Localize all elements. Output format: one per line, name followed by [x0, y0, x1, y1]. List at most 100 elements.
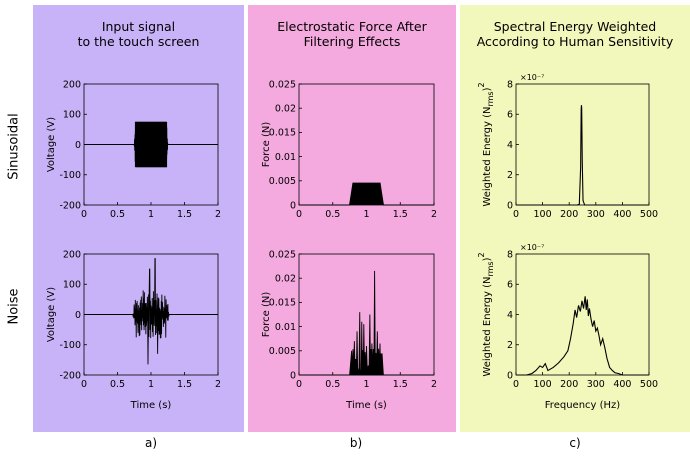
y-tick-label: -100 — [59, 170, 81, 181]
series-line — [516, 296, 649, 376]
y-tick-label: 6 — [507, 280, 513, 291]
y-tick-label: 8 — [507, 79, 513, 90]
x-tick-label: 2 — [431, 379, 437, 390]
panel-c-background — [460, 5, 690, 432]
x-tick-label: 0 — [81, 379, 87, 390]
x-tick-label: 2 — [431, 209, 437, 220]
y-tick-label: 0 — [75, 140, 81, 151]
panel-a-background — [33, 5, 244, 432]
chart-b-sin: 0 0.5 1 1.5 2 0.025 0.02 0.015 0.01 0.005 0 Force (… — [261, 79, 437, 220]
x-tick-label: 0 — [513, 209, 519, 220]
column-b-title: Electrostatic Force After Filtering Effe… — [248, 19, 456, 49]
x-tick-label: 300 — [587, 379, 605, 390]
x-tick-label: 0.5 — [325, 209, 340, 220]
x-tick-label: 200 — [560, 209, 578, 220]
x-tick-label: 1.5 — [393, 209, 408, 220]
y-tick-label: 2 — [507, 170, 513, 181]
x-tick-label: 2 — [215, 209, 221, 220]
x-tick-label: 0.5 — [110, 379, 125, 390]
y-tick-label: 0 — [75, 310, 81, 321]
y-tick-label: 0.005 — [269, 346, 296, 357]
x-tick-label: 500 — [640, 379, 658, 390]
column-c-title-line-1: Spectral Energy Weighted — [493, 19, 657, 34]
x-tick-label: 100 — [534, 209, 552, 220]
x-tick-label: 0 — [81, 209, 87, 220]
y-tick-label: 0 — [290, 200, 296, 211]
y-axis-label: Voltage (V) — [46, 287, 57, 342]
y-axis-label: Force (N) — [261, 292, 272, 338]
y-tick-label: -200 — [59, 370, 81, 381]
x-tick-label: 0.5 — [325, 379, 340, 390]
y-tick-label: 0.02 — [275, 104, 296, 115]
y-axis-label: Force (N) — [261, 122, 272, 168]
x-tick-label: 1.5 — [177, 209, 192, 220]
y-tick-label: 100 — [63, 280, 81, 291]
y-tick-label: 0.01 — [275, 152, 296, 163]
series-line — [84, 121, 218, 168]
y-axis-label: Weighted Energy (Nrms)2 — [477, 252, 495, 376]
y-tick-label: 0.015 — [269, 128, 296, 139]
column-c-title-line-2: According to Human Sensitivity — [476, 34, 674, 49]
y-tick-label: 0.005 — [269, 176, 296, 187]
x-tick-label: 400 — [613, 209, 631, 220]
column-a-title: Input signal to the touch screen — [33, 19, 244, 49]
y-tick-label: 0.02 — [275, 274, 296, 285]
x-tick-label: 1 — [363, 209, 369, 220]
x-tick-label: 0 — [513, 379, 519, 390]
y-tick-label: 0.025 — [269, 79, 296, 90]
y-tick-label: 0.025 — [269, 249, 296, 260]
y-tick-label: 0 — [290, 370, 296, 381]
axis-multiplier: ×10⁻⁷ — [520, 73, 544, 82]
series-line — [516, 105, 649, 206]
column-c-title: Spectral Energy Weighted According to Hu… — [460, 19, 690, 49]
x-tick-label: 0 — [296, 379, 302, 390]
sublabel-c: c) — [569, 436, 581, 450]
y-tick-label: 200 — [63, 249, 81, 260]
series-line — [84, 258, 218, 365]
y-tick-label: 100 — [63, 110, 81, 121]
y-tick-label: 4 — [507, 310, 513, 321]
chart-b-noise: 0 0.5 1 1.5 2 0.025 0.02 0.015 0.01 0.005 0 Force (… — [261, 249, 437, 411]
y-tick-label: 0.01 — [275, 322, 296, 333]
column-a-title-line-1: Input signal — [101, 19, 176, 34]
y-tick-label: -100 — [59, 340, 81, 351]
x-axis-label: Time (s) — [130, 400, 172, 411]
x-tick-label: 1 — [363, 379, 369, 390]
y-tick-label: 0.015 — [269, 298, 296, 309]
sublabel-a: a) — [144, 436, 158, 450]
chart-a-noise: 0 0.5 1 1.5 2 200 100 0 -100 -200 Voltage (V) Time … — [46, 249, 221, 411]
x-tick-label: 1.5 — [393, 379, 408, 390]
x-tick-label: 300 — [587, 209, 605, 220]
y-tick-label: 200 — [63, 79, 81, 90]
x-tick-label: 400 — [613, 379, 631, 390]
y-tick-label: 0 — [507, 370, 513, 381]
column-b-title-line-1: Electrostatic Force After — [277, 19, 427, 34]
y-tick-label: 2 — [507, 340, 513, 351]
x-tick-label: 1 — [148, 209, 154, 220]
x-axis-label: Frequency (Hz) — [545, 400, 621, 411]
y-tick-label: 4 — [507, 140, 513, 151]
x-axis-label: Time (s) — [345, 400, 387, 411]
x-tick-label: 0.5 — [110, 209, 125, 220]
x-tick-label: 100 — [534, 379, 552, 390]
y-axis-label: Weighted Energy (Nrms)2 — [477, 82, 495, 206]
x-tick-label: 500 — [640, 209, 658, 220]
sublabel-b: b) — [349, 436, 363, 450]
axes-frame — [515, 253, 650, 376]
axis-multiplier: ×10⁻⁷ — [520, 243, 544, 252]
x-tick-label: 200 — [560, 379, 578, 390]
x-tick-label: 1 — [148, 379, 154, 390]
column-b-title-line-2: Filtering Effects — [303, 34, 401, 49]
series-line — [299, 270, 434, 376]
y-tick-label: 6 — [507, 110, 513, 121]
y-tick-label: 0 — [507, 200, 513, 211]
y-axis-label: Voltage (V) — [46, 117, 57, 172]
x-tick-label: 1.5 — [177, 379, 192, 390]
chart-c-sin: 0 100 200 300 400 500 8 6 4 2 0 Weighted Energy (Nr… — [477, 73, 658, 220]
y-tick-label: -200 — [59, 200, 81, 211]
y-tick-label: 8 — [507, 249, 513, 260]
x-tick-label: 0 — [296, 209, 302, 220]
chart-c-noise: 0 100 200 300 400 500 8 6 4 2 0 Weighted Energy (Nr… — [477, 243, 658, 411]
